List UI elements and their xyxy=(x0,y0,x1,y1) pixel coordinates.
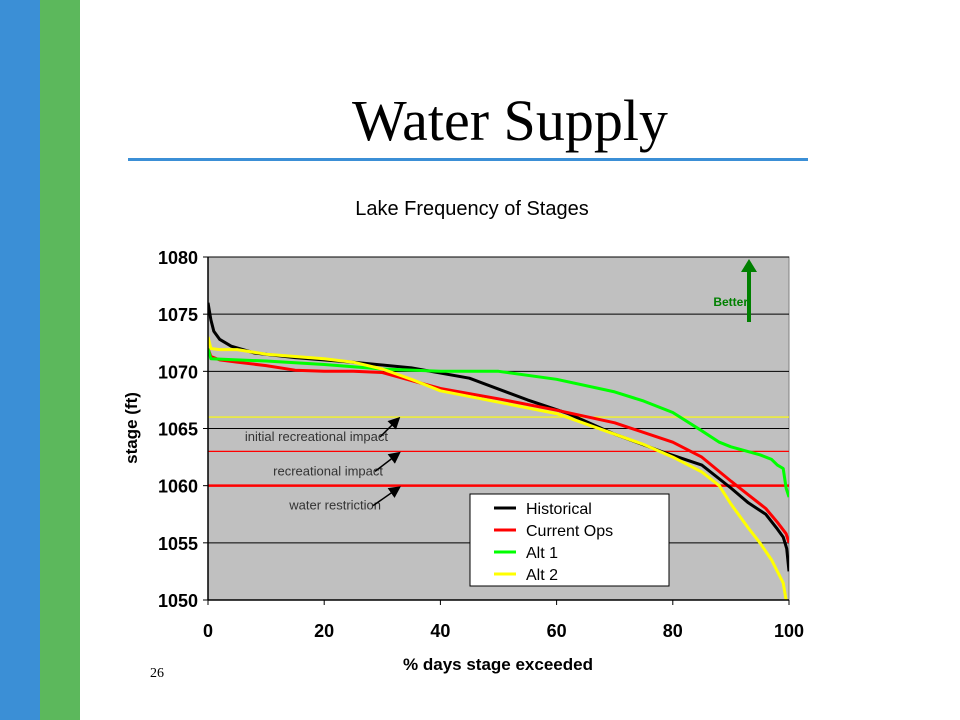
series-line xyxy=(208,347,789,544)
accent-bar-green xyxy=(40,0,80,720)
series-line xyxy=(208,348,789,498)
y-tick-label: 1060 xyxy=(158,477,198,497)
legend-label: Alt 2 xyxy=(526,567,558,584)
series-line xyxy=(208,336,788,600)
reference-line-label: water restriction xyxy=(288,498,381,513)
x-tick-label: 40 xyxy=(430,621,450,641)
x-tick-label: 60 xyxy=(547,621,567,641)
y-tick-label: 1080 xyxy=(158,248,198,268)
y-tick-label: 1075 xyxy=(158,305,198,325)
chart-title: Lake Frequency of Stages xyxy=(355,198,588,220)
reference-arrow xyxy=(379,416,401,438)
y-tick-label: 1070 xyxy=(158,362,198,382)
reference-arrow xyxy=(372,486,401,507)
x-tick-label: 20 xyxy=(314,621,334,641)
better-arrow-head xyxy=(741,259,757,272)
better-annotation: Better xyxy=(713,295,748,309)
y-axis-label: stage (ft) xyxy=(122,392,141,464)
series-line xyxy=(208,302,789,572)
slide-title: Water Supply xyxy=(352,88,668,153)
reference-arrow xyxy=(374,451,401,472)
legend-label: Alt 1 xyxy=(526,545,558,562)
y-tick-label: 1050 xyxy=(158,591,198,611)
legend-label: Historical xyxy=(526,501,592,518)
x-axis-label: % days stage exceeded xyxy=(403,655,593,674)
accent-bar-blue xyxy=(0,0,40,720)
x-tick-label: 80 xyxy=(663,621,683,641)
reference-line-label: recreational impact xyxy=(273,463,383,478)
title-underline xyxy=(128,158,808,161)
y-tick-label: 1055 xyxy=(158,534,198,554)
reference-line-label: initial recreational impact xyxy=(245,429,388,444)
x-tick-label: 0 xyxy=(203,621,213,641)
y-tick-label: 1065 xyxy=(158,420,198,440)
slide-number: 26 xyxy=(150,666,164,681)
legend-label: Current Ops xyxy=(526,523,613,540)
x-tick-label: 100 xyxy=(774,621,804,641)
